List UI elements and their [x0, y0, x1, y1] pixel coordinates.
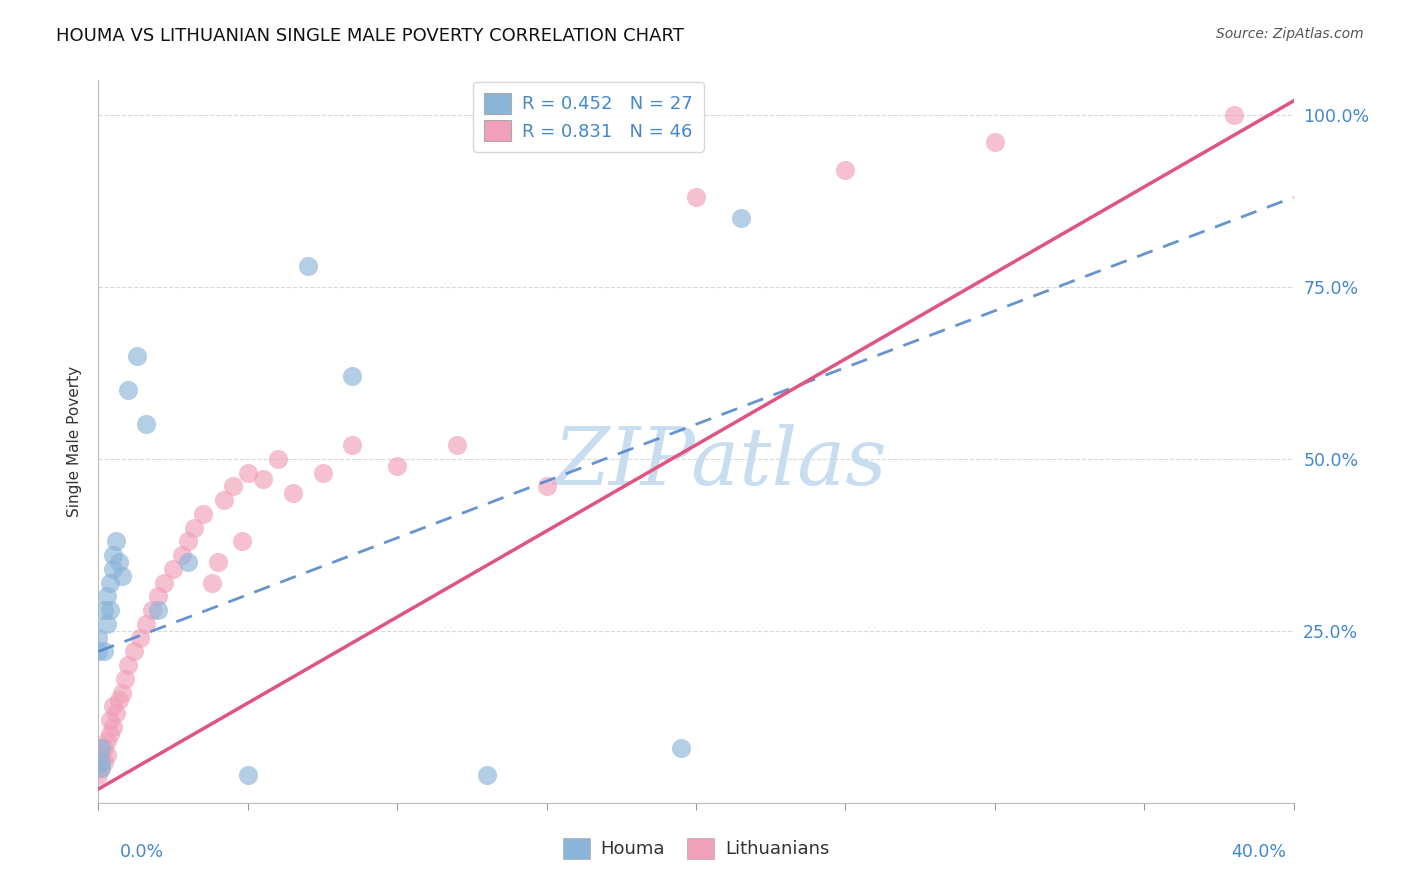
- Point: [201, 575, 224, 590]
- Point: [93, 644, 115, 658]
- Point: [148, 590, 170, 604]
- Text: 0.0%: 0.0%: [120, 843, 163, 861]
- Point: [98, 713, 122, 727]
- Point: [191, 507, 214, 521]
- Point: [117, 383, 139, 397]
- Point: [685, 190, 707, 204]
- Point: [212, 493, 235, 508]
- Text: Source: ZipAtlas.com: Source: ZipAtlas.com: [1216, 27, 1364, 41]
- Point: [90, 761, 112, 775]
- Point: [90, 740, 112, 755]
- Point: [536, 479, 558, 493]
- Point: [129, 631, 152, 645]
- Point: [231, 534, 253, 549]
- Point: [105, 534, 128, 549]
- Y-axis label: Single Male Poverty: Single Male Poverty: [67, 366, 83, 517]
- Point: [475, 768, 498, 782]
- Point: [342, 438, 364, 452]
- Point: [281, 486, 304, 500]
- Point: [162, 562, 184, 576]
- Point: [93, 755, 115, 769]
- Point: [385, 458, 409, 473]
- Text: HOUMA VS LITHUANIAN SINGLE MALE POVERTY CORRELATION CHART: HOUMA VS LITHUANIAN SINGLE MALE POVERTY …: [56, 27, 685, 45]
- Point: [141, 603, 163, 617]
- Point: [236, 466, 259, 480]
- Point: [135, 616, 157, 631]
- Point: [446, 438, 468, 452]
- Point: [207, 555, 229, 569]
- Point: [87, 631, 110, 645]
- Point: [669, 740, 692, 755]
- Point: [90, 761, 112, 775]
- Point: [90, 747, 112, 762]
- Point: [103, 548, 125, 562]
- Text: ZIPatlas: ZIPatlas: [553, 425, 887, 502]
- Point: [87, 768, 110, 782]
- Point: [96, 747, 118, 762]
- Point: [96, 590, 118, 604]
- Point: [108, 692, 131, 706]
- Point: [98, 575, 122, 590]
- Point: [87, 755, 110, 769]
- Point: [183, 520, 205, 534]
- Point: [98, 603, 122, 617]
- Legend: Houma, Lithuanians: Houma, Lithuanians: [555, 830, 837, 866]
- Point: [96, 616, 118, 631]
- Point: [127, 349, 149, 363]
- Point: [98, 727, 122, 741]
- Point: [96, 734, 118, 748]
- Point: [111, 686, 134, 700]
- Point: [177, 555, 200, 569]
- Point: [267, 451, 290, 466]
- Point: [135, 417, 157, 432]
- Point: [93, 603, 115, 617]
- Point: [730, 211, 752, 225]
- Point: [114, 672, 136, 686]
- Point: [297, 259, 319, 273]
- Point: [311, 466, 333, 480]
- Point: [236, 768, 259, 782]
- Point: [103, 562, 125, 576]
- Text: 40.0%: 40.0%: [1232, 843, 1286, 861]
- Point: [172, 548, 194, 562]
- Point: [87, 644, 110, 658]
- Point: [222, 479, 245, 493]
- Point: [1223, 108, 1246, 122]
- Point: [90, 755, 112, 769]
- Point: [148, 603, 170, 617]
- Point: [984, 135, 1007, 149]
- Point: [111, 568, 134, 582]
- Point: [93, 740, 115, 755]
- Point: [117, 658, 139, 673]
- Point: [103, 699, 125, 714]
- Point: [252, 472, 274, 486]
- Point: [342, 369, 364, 384]
- Point: [153, 575, 176, 590]
- Point: [834, 162, 856, 177]
- Point: [108, 555, 131, 569]
- Point: [124, 644, 146, 658]
- Point: [177, 534, 200, 549]
- Point: [103, 720, 125, 734]
- Point: [105, 706, 128, 721]
